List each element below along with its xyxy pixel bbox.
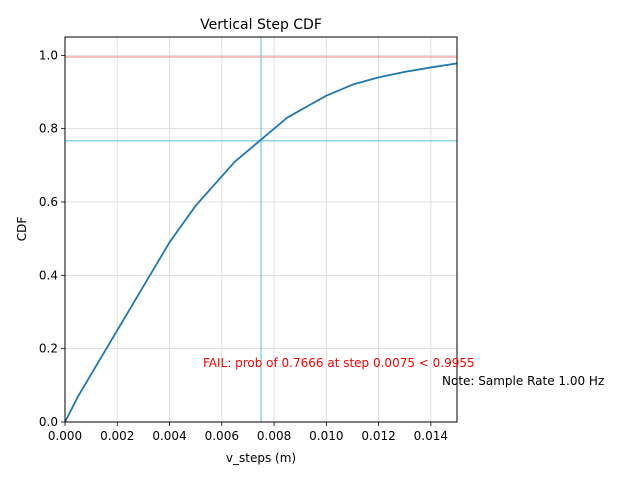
cdf-series-line (64, 62, 458, 423)
series-layer (64, 62, 458, 423)
y-tick-label: 0.2 (39, 342, 58, 356)
y-tick-label: 0.0 (39, 415, 58, 429)
x-axis-ticks: 0.000 0.002 0.004 0.006 0.008 0.010 0.012 0.014 (48, 422, 448, 443)
x-tick-label: 0.004 (152, 429, 186, 443)
x-tick-label: 0.008 (257, 429, 291, 443)
y-axis-ticks: 0.0 0.2 0.4 0.6 0.8 1.0 (39, 48, 65, 429)
x-tick-label: 0.002 (100, 429, 134, 443)
fail-annotation: FAIL: prob of 0.7666 at step 0.0075 < 0.… (203, 356, 475, 370)
y-tick-label: 1.0 (39, 48, 58, 62)
y-tick-label: 0.4 (39, 268, 58, 282)
x-tick-label: 0.012 (361, 429, 395, 443)
y-tick-label: 0.8 (39, 122, 58, 136)
reference-lines (65, 37, 457, 422)
x-axis-label: v_steps (m) (226, 451, 296, 465)
chart-title: Vertical Step CDF (200, 17, 322, 33)
y-axis-label: CDF (15, 217, 29, 242)
plot-frame (64, 36, 458, 423)
sample-rate-note: Note: Sample Rate 1.00 Hz (442, 374, 604, 388)
x-tick-label: 0.006 (205, 429, 239, 443)
x-tick-label: 0.000 (48, 429, 82, 443)
y-tick-label: 0.6 (39, 195, 58, 209)
x-tick-label: 0.014 (414, 429, 448, 443)
x-tick-label: 0.010 (309, 429, 343, 443)
